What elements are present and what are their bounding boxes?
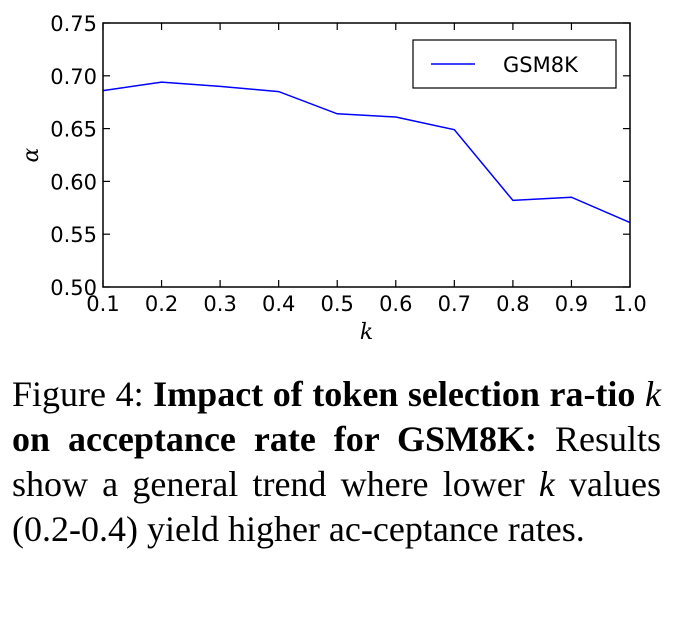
y-tick-label: 0.60 [50, 170, 97, 194]
x-tick-label: 1.0 [613, 292, 646, 316]
caption-title-part1: Impact of token selection ra-tio [153, 374, 646, 414]
figure-caption: Figure 4: Impact of token selection ra-t… [12, 372, 661, 552]
x-tick-label: 0.7 [438, 292, 471, 316]
y-tick-label: 0.70 [50, 65, 97, 89]
legend-label-gsm8k: GSM8K [503, 53, 579, 77]
y-tick-label: 0.75 [50, 12, 97, 36]
x-tick-label: 0.2 [145, 292, 178, 316]
legend: GSM8K [412, 39, 617, 89]
x-tick-label: 0.9 [555, 292, 588, 316]
x-tick-label: 0.6 [379, 292, 412, 316]
y-axis-label: α [19, 147, 44, 162]
caption-title: Impact of token selection ra-tio k on ac… [12, 374, 661, 459]
line-chart: 0.500.550.600.650.700.75 0.1 0.2 0.3 0.4 0.5… [19, 12, 647, 345]
y-tick-label: 0.50 [50, 276, 97, 300]
y-axis-ticks: 0.50 0.55 0.60 0.65 0.70 0.75 [50, 12, 630, 300]
series-line-gsm8k [102, 81, 631, 224]
caption-title-part2: on acceptance rate for GSM8K: [12, 419, 538, 459]
plot-frame [102, 22, 631, 288]
caption-title-var: k [645, 374, 661, 414]
x-tick-label: 0.4 [262, 292, 295, 316]
caption-body-var: k [538, 464, 555, 504]
caption-prefix: Figure 4: [12, 374, 154, 414]
y-tick-label: 0.55 [50, 223, 97, 247]
x-axis-label: k [360, 320, 373, 345]
x-tick-label: 0.5 [321, 292, 354, 316]
x-tick-label: 0.1 [86, 292, 119, 316]
caption-body-part1: Results show a general trend where lower [12, 419, 662, 504]
x-axis-ticks: 0.1 0.2 0.3 0.4 0.5 0.6 0.7 0.8 0.9 1.0 [86, 23, 647, 316]
y-tick-label: 0.65 [50, 118, 97, 142]
caption-body-part2: values (0.2-0.4) yield higher ac-ceptanc… [12, 464, 662, 549]
x-tick-label: 0.8 [496, 292, 529, 316]
series-layer [102, 81, 631, 224]
x-tick-label: 0.3 [203, 292, 236, 316]
